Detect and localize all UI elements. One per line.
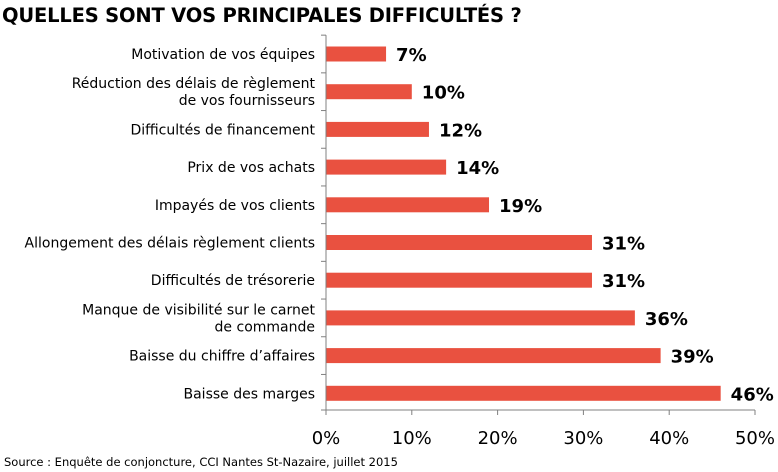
x-tick-label: 0% (312, 428, 341, 449)
value-label: 31% (602, 234, 645, 255)
chart-title: QUELLES SONT VOS PRINCIPALES DIFFICULTÉS… (2, 4, 522, 27)
value-label: 36% (645, 309, 688, 330)
value-label: 31% (602, 271, 645, 292)
category-label: Réduction des délais de règlement (72, 76, 316, 92)
bar (326, 272, 592, 288)
x-tick-label: 10% (392, 428, 432, 449)
category-label: de vos fournisseurs (179, 93, 315, 109)
bar (326, 84, 412, 100)
value-label: 10% (422, 83, 465, 104)
axes: 0% 10% 20% 30% 40% 50% (312, 34, 775, 449)
x-tick-label: 50% (735, 428, 775, 449)
category-label: Impayés de vos clients (155, 198, 315, 214)
value-label: 7% (396, 45, 427, 66)
bar (326, 385, 721, 401)
bar (326, 197, 490, 213)
category-label: Motivation de vos équipes (131, 47, 315, 63)
category-label: Manque de visibilité sur le carnet (82, 302, 315, 318)
value-label: 12% (439, 120, 482, 141)
bar (326, 159, 447, 175)
value-label: 46% (731, 384, 774, 405)
value-labels: 7%10%12%14%19%31%31%36%39%46% (396, 45, 774, 405)
bars (326, 46, 721, 401)
value-label: 14% (456, 158, 499, 179)
category-label: de commande (215, 319, 315, 335)
category-label: Baisse des marges (184, 386, 316, 402)
category-label: Difficultés de financement (130, 122, 315, 138)
value-label: 39% (671, 347, 714, 368)
value-label: 19% (499, 196, 542, 217)
source-note: Source : Enquête de conjoncture, CCI Nan… (4, 455, 398, 469)
bar (326, 310, 635, 326)
x-tick-label: 20% (478, 428, 518, 449)
bar (326, 235, 592, 250)
category-label: Difficultés de trésorerie (151, 273, 315, 289)
bar (326, 46, 387, 62)
category-label: Prix de vos achats (187, 160, 315, 176)
x-tick-label: 40% (649, 428, 689, 449)
bar (326, 121, 429, 137)
bar (326, 348, 661, 364)
category-labels: Motivation de vos équipes Réduction des d… (25, 47, 316, 402)
x-tick-label: 30% (563, 428, 603, 449)
category-label: Allongement des délais règlement clients (25, 236, 315, 252)
category-label: Baisse du chiffre d’affaires (129, 349, 315, 365)
